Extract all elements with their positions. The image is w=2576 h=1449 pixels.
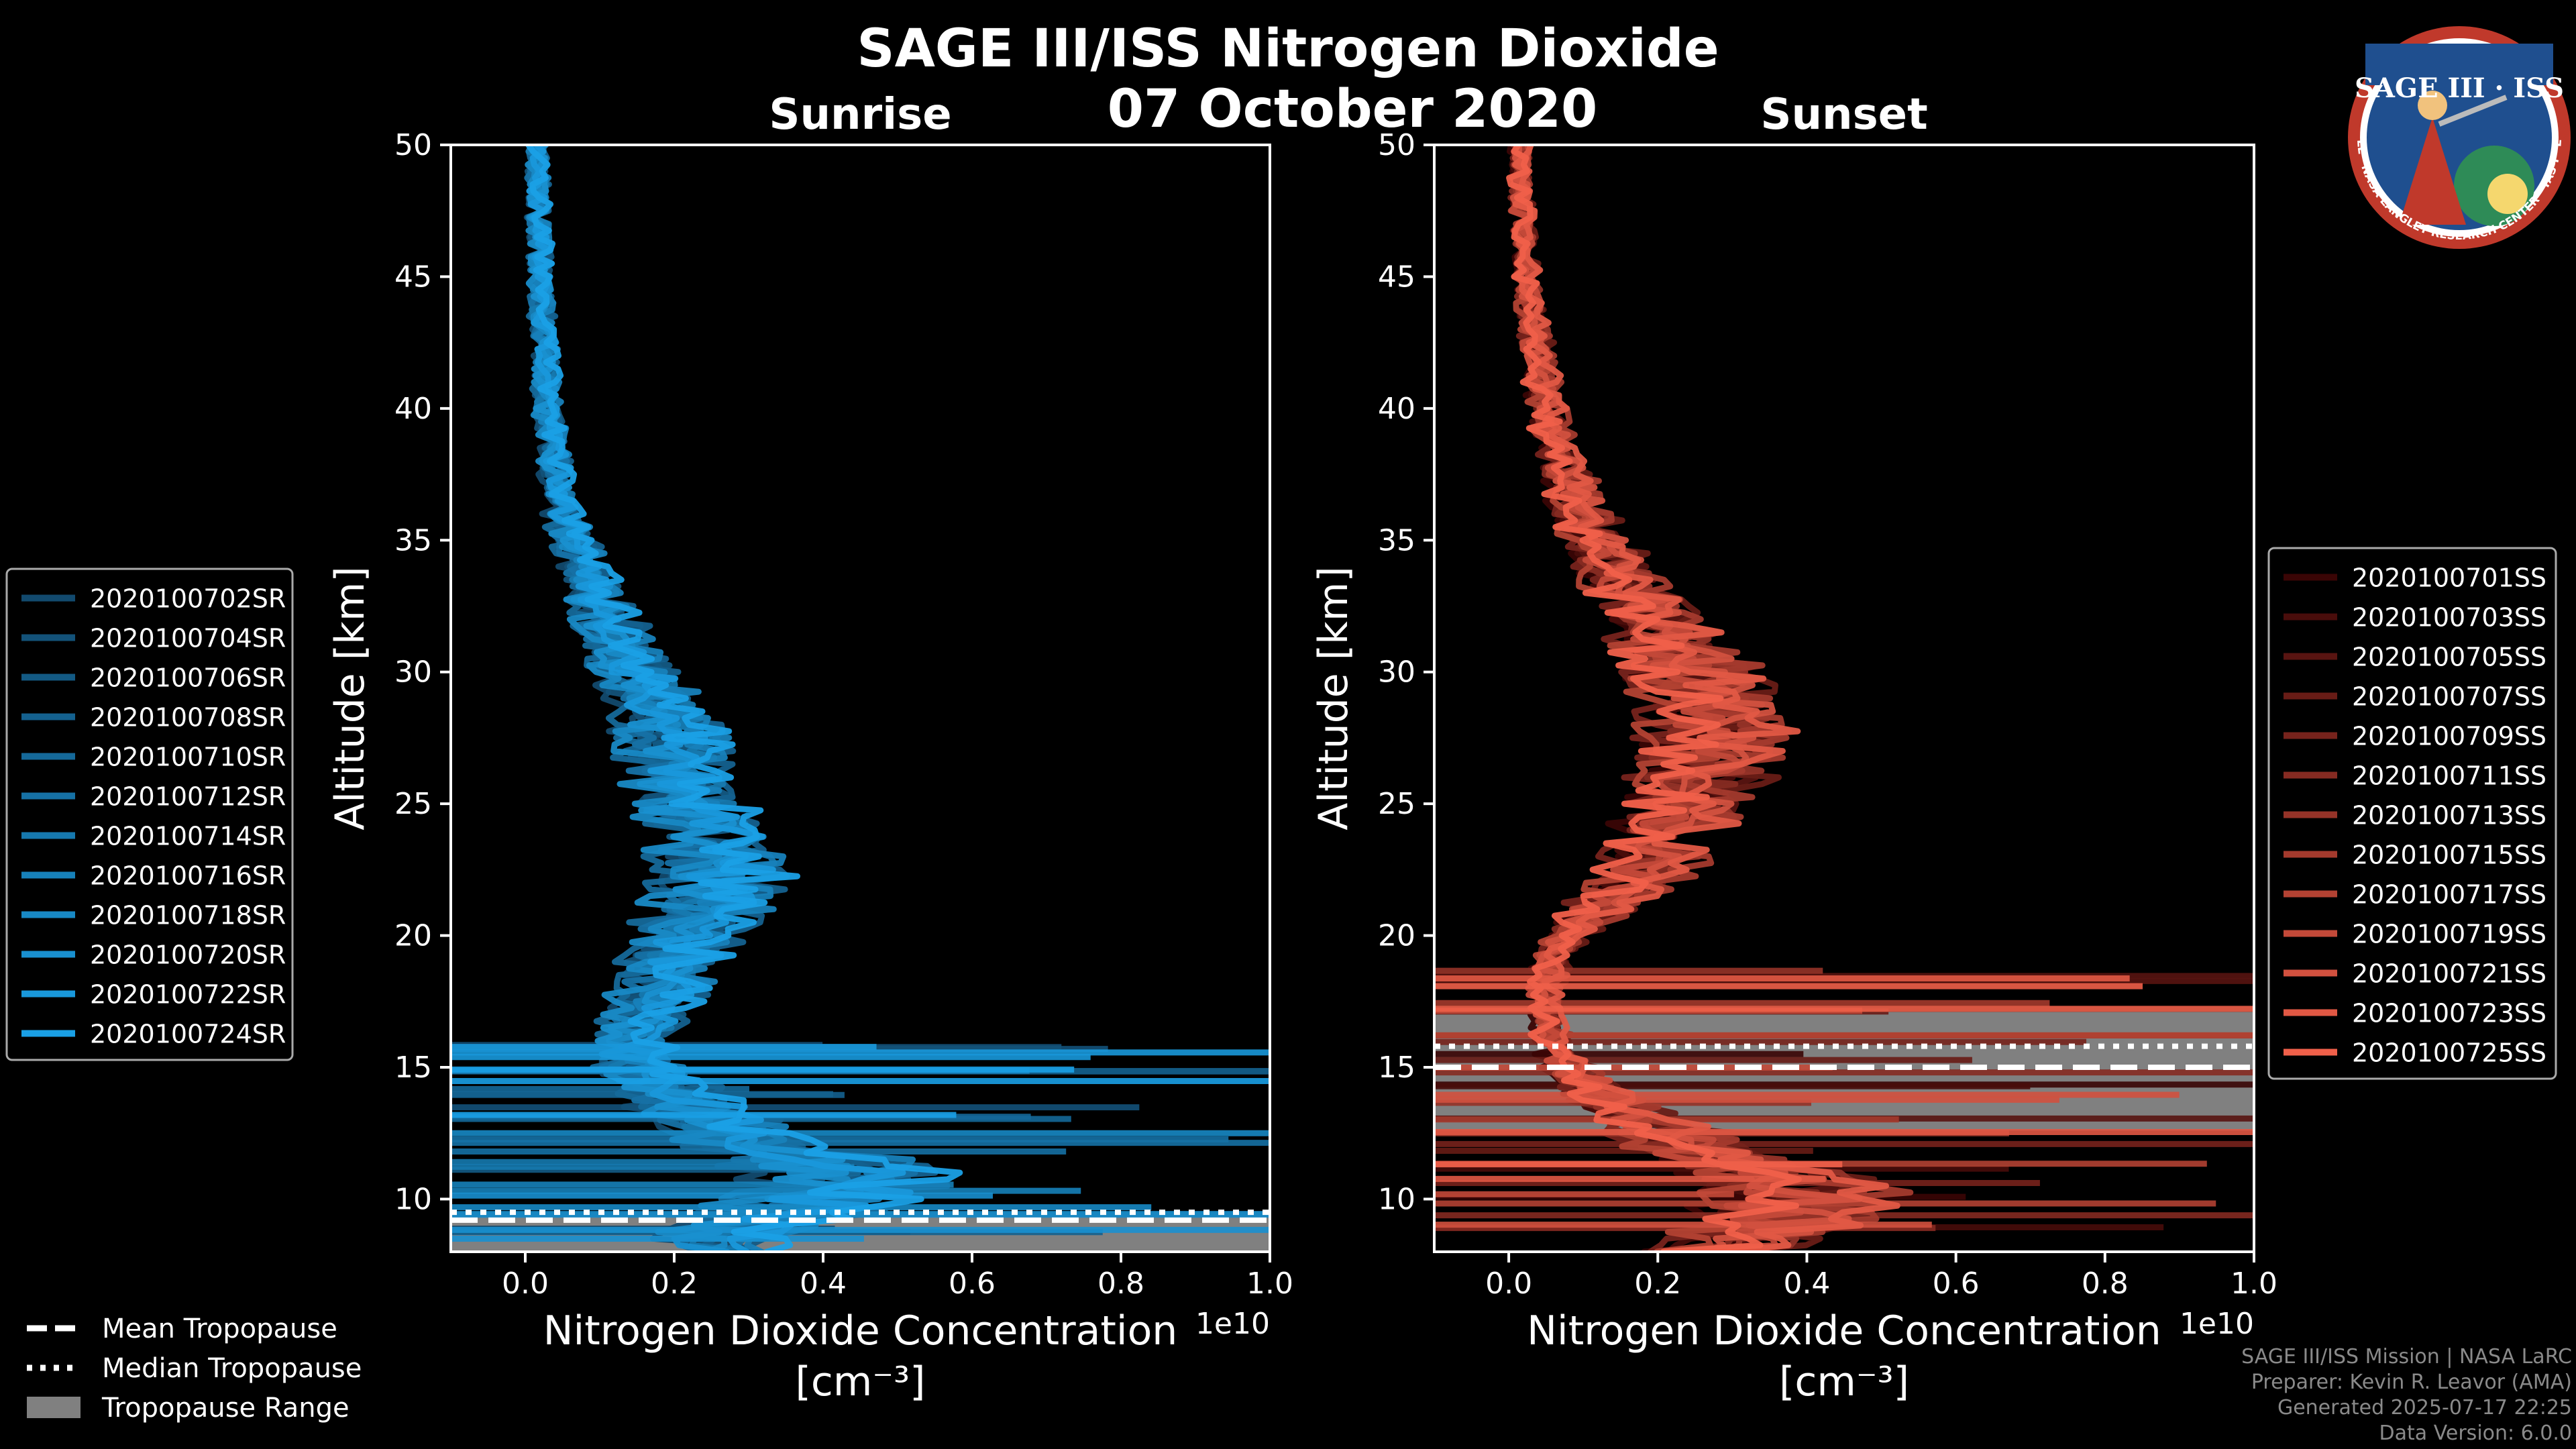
subplot-title: Sunset <box>1760 90 1927 140</box>
profile-lines <box>1434 145 2254 1252</box>
x-tick-label: 0.0 <box>1485 1267 1532 1301</box>
y-tick-label: 20 <box>394 919 432 953</box>
legend-label-2020100724SR: 2020100724SR <box>90 1020 286 1049</box>
x-tick-label: 0.2 <box>651 1267 698 1301</box>
y-tick-label: 50 <box>1378 128 1415 162</box>
x-axis-label: Nitrogen Dioxide Concentration <box>1527 1307 2161 1354</box>
legend-label-2020100713SS: 2020100713SS <box>2352 801 2546 830</box>
x-tick-label: 0.4 <box>800 1267 847 1301</box>
x-tick-label: 0.0 <box>502 1267 549 1301</box>
x-axis-units: [cm⁻³] <box>796 1358 926 1405</box>
y-tick-label: 15 <box>394 1051 432 1085</box>
y-tick-label: 10 <box>1378 1182 1415 1216</box>
legend-range-label: Tropopause Range <box>101 1393 350 1424</box>
legend-label-2020100712SR: 2020100712SR <box>90 782 286 812</box>
profile-lines <box>451 145 1270 1252</box>
legend-label-2020100705SS: 2020100705SS <box>2352 643 2546 672</box>
legend-label-2020100701SS: 2020100701SS <box>2352 564 2546 593</box>
x-tick-label: 1.0 <box>2231 1267 2277 1301</box>
series-line-2020100724SR <box>525 145 963 1252</box>
x-tick-label: 1.0 <box>1246 1267 1293 1301</box>
y-tick-label: 15 <box>1378 1051 1415 1085</box>
x-tick-label: 0.6 <box>949 1267 996 1301</box>
y-tick-label: 35 <box>1378 523 1415 557</box>
legend-label-2020100702SR: 2020100702SR <box>90 584 286 614</box>
logo-satellite-icon <box>2438 95 2508 127</box>
legend-range-swatch <box>27 1397 80 1418</box>
logo-figure-robe <box>2399 117 2466 225</box>
y-tick-label: 40 <box>394 392 432 426</box>
credits-preparer: Preparer: Kevin R. Leavor (AMA) <box>2251 1371 2572 1394</box>
legend-label-2020100718SR: 2020100718SR <box>90 901 286 930</box>
y-tick-label: 10 <box>394 1182 432 1216</box>
legend-frame <box>2267 547 2557 1080</box>
plot-frame <box>1433 144 2255 1253</box>
y-tick-label: 30 <box>1378 655 1415 690</box>
x-tick-label: 0.2 <box>1634 1267 1681 1301</box>
y-tick-label: 45 <box>1378 260 1415 294</box>
legend-label-2020100721SS: 2020100721SS <box>2352 959 2546 989</box>
chart-sunrise: 0.0 0.2 0.4 0.6 0.8 1.0 10 15 20 25 30 35 40 45 50 Sunr… <box>327 90 1293 1405</box>
y-tick-label: 25 <box>1378 787 1415 821</box>
legend-sunset: 2020100701SS 2020100703SS 2020100705SS 2020… <box>2267 547 2557 1080</box>
y-tick-label: 20 <box>1378 919 1415 953</box>
legend-label-2020100709SS: 2020100709SS <box>2352 722 2546 751</box>
legend-mean-label: Mean Tropopause <box>102 1313 337 1344</box>
x-axis-units: [cm⁻³] <box>1779 1358 1909 1405</box>
series-line-2020100708SR <box>527 145 951 1252</box>
x-tick-label: 0.8 <box>1097 1267 1144 1301</box>
legend-frame <box>5 568 294 1061</box>
figure-date: 07 October 2020 <box>1107 79 1598 140</box>
legend-label-2020100720SR: 2020100720SR <box>90 941 286 970</box>
legend-label-2020100725SS: 2020100725SS <box>2352 1038 2546 1068</box>
x-tick-label: 0.8 <box>2082 1267 2129 1301</box>
x-axis-label: Nitrogen Dioxide Concentration <box>543 1307 1178 1354</box>
y-tick-label: 35 <box>394 523 432 557</box>
legend-label-2020100722SR: 2020100722SR <box>90 980 286 1010</box>
y-tick-label: 25 <box>394 787 432 821</box>
legend-label-2020100716SR: 2020100716SR <box>90 861 286 891</box>
legend-label-2020100719SS: 2020100719SS <box>2352 920 2546 949</box>
y-tick-label: 30 <box>394 655 432 690</box>
legend-label-2020100704SR: 2020100704SR <box>90 624 286 653</box>
credits-block: SAGE III/ISS Mission | NASA LaRC Prepare… <box>2241 1344 2572 1446</box>
legend-median-label: Median Tropopause <box>102 1353 362 1384</box>
legend-label-2020100715SS: 2020100715SS <box>2352 841 2546 870</box>
logo-title: SAGE III · ISS <box>2355 72 2564 104</box>
legend-label-2020100707SS: 2020100707SS <box>2352 682 2546 712</box>
legend-label-2020100706SR: 2020100706SR <box>90 663 286 693</box>
y-tick-label: 45 <box>394 260 432 294</box>
figure-title: SAGE III/ISS Nitrogen Dioxide <box>857 19 1719 79</box>
x-offset-label: 1e10 <box>1195 1307 1270 1341</box>
x-tick-label: 0.6 <box>1933 1267 1980 1301</box>
logo-banner <box>2365 44 2553 85</box>
credits-mission: SAGE III/ISS Mission | NASA LaRC <box>2241 1345 2572 1368</box>
y-axis-label: Altitude [km] <box>1310 566 1357 830</box>
plot-frame <box>449 144 1271 1253</box>
credits-generated: Generated 2025-07-17 22:25 <box>2277 1396 2572 1419</box>
legend-label-2020100703SS: 2020100703SS <box>2352 603 2546 633</box>
legend-label-2020100717SS: 2020100717SS <box>2352 880 2546 910</box>
x-tick-label: 0.4 <box>1783 1267 1830 1301</box>
y-tick-label: 40 <box>1378 392 1415 426</box>
credits-version: Data Version: 6.0.0 <box>2379 1421 2572 1445</box>
x-offset-label: 1e10 <box>2180 1307 2254 1341</box>
legend-label-2020100714SR: 2020100714SR <box>90 822 286 851</box>
chart-sunset: 0.0 0.2 0.4 0.6 0.8 1.0 10 15 20 25 30 35 40 45 50 Suns… <box>1310 90 2277 1405</box>
legend-label-2020100708SR: 2020100708SR <box>90 703 286 733</box>
y-tick-label: 50 <box>394 128 432 162</box>
y-axis-label: Altitude [km] <box>327 566 374 830</box>
legend-sunrise: 2020100702SR 2020100704SR 2020100706SR 2020… <box>5 568 294 1061</box>
legend-label-2020100711SS: 2020100711SS <box>2352 761 2546 791</box>
legend-label-2020100723SS: 2020100723SS <box>2352 999 2546 1028</box>
logo-figure-head <box>2418 91 2447 120</box>
legend-label-2020100710SR: 2020100710SR <box>90 743 286 772</box>
tropopause-legend: Mean Tropopause Median Tropopause Tropopau… <box>27 1313 362 1424</box>
logo-sun <box>2487 174 2528 214</box>
subplot-title: Sunrise <box>769 90 951 140</box>
